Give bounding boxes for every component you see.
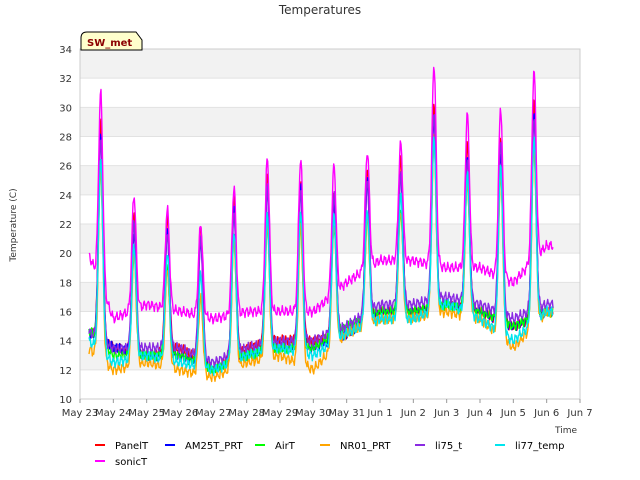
x-tick-label: Jun 5 — [500, 408, 526, 419]
x-tick-label: May 27 — [195, 408, 232, 419]
y-tick-label: 32 — [59, 74, 72, 85]
legend-label: PanelT — [115, 441, 149, 452]
y-axis-title: Temperature (C) — [9, 188, 19, 262]
plot-band — [80, 165, 580, 195]
legend-item-am25t-prt: AM25T_PRT — [165, 441, 244, 452]
plot-band — [80, 194, 580, 224]
station-badge: SW_met — [80, 31, 143, 51]
plot-band — [80, 107, 580, 137]
y-tick-label: 34 — [59, 45, 72, 56]
series-lines — [88, 66, 554, 383]
plot-band — [80, 49, 580, 79]
x-tick-label: May 31 — [328, 408, 365, 419]
legend-item-panelt: PanelT — [95, 441, 149, 452]
legend-item-nr01-prt: NR01_PRT — [320, 441, 391, 452]
y-tick-label: 26 — [59, 162, 72, 173]
y-tick-label: 30 — [59, 103, 72, 114]
badge-shape — [80, 31, 143, 51]
y-tick-label: 16 — [59, 308, 72, 319]
y-tick-label: 14 — [59, 337, 72, 348]
x-axis-title: Time — [554, 426, 577, 436]
legend-label: li77_temp — [515, 441, 564, 452]
x-tick-label: Jun 3 — [433, 408, 459, 419]
y-tick-label: 10 — [59, 395, 72, 406]
badge-label: SW_met — [87, 38, 132, 49]
legend-label: NR01_PRT — [340, 441, 391, 452]
legend-label: li75_t — [435, 441, 462, 452]
x-tick-label: May 26 — [162, 408, 199, 419]
x-tick-label: May 28 — [228, 408, 265, 419]
legend-item-li75-t: li75_t — [415, 441, 462, 452]
legend-item-airt: AirT — [255, 441, 296, 452]
y-tick-label: 28 — [59, 133, 72, 144]
plot-band — [80, 136, 580, 166]
x-tick-label: May 25 — [128, 408, 165, 419]
legend-label: sonicT — [115, 457, 148, 468]
x-tick-label: Jun 6 — [533, 408, 559, 419]
x-tick-label: Jun 1 — [366, 408, 392, 419]
y-tick-label: 20 — [59, 249, 72, 260]
series-line-li75-t — [88, 113, 554, 369]
x-tick-label: May 29 — [262, 408, 299, 419]
plot-band — [80, 369, 580, 399]
x-tick-label: May 24 — [95, 408, 132, 419]
y-tick-label: 24 — [59, 191, 72, 202]
y-tick-label: 22 — [59, 220, 72, 231]
legend-label: AM25T_PRT — [185, 441, 244, 452]
series-line-sonict — [88, 66, 554, 325]
legend-item-li77-temp: li77_temp — [495, 441, 564, 452]
legend-label: AirT — [275, 441, 296, 452]
x-tick-label: Jun 7 — [566, 408, 592, 419]
x-tick-label: May 30 — [295, 408, 332, 419]
chart-title: Temperatures — [278, 3, 361, 17]
plot-border — [79, 48, 581, 400]
x-tick-label: Jun 4 — [466, 408, 492, 419]
legend: PanelT AM25T_PRT AirT NR01_PRT li75_t li77_te… — [95, 441, 564, 468]
y-tick-label: 18 — [59, 278, 72, 289]
series-line-li77-temp — [88, 136, 554, 376]
x-tick-label: May 23 — [62, 408, 99, 419]
plot-band — [80, 78, 580, 108]
legend-item-sonict: sonicT — [95, 457, 148, 468]
x-tick-label: Jun 2 — [400, 408, 426, 419]
y-tick-label: 12 — [59, 366, 72, 377]
y-axis-ticks: 10 12 14 16 18 20 22 24 26 28 30 32 34 — [59, 45, 72, 406]
